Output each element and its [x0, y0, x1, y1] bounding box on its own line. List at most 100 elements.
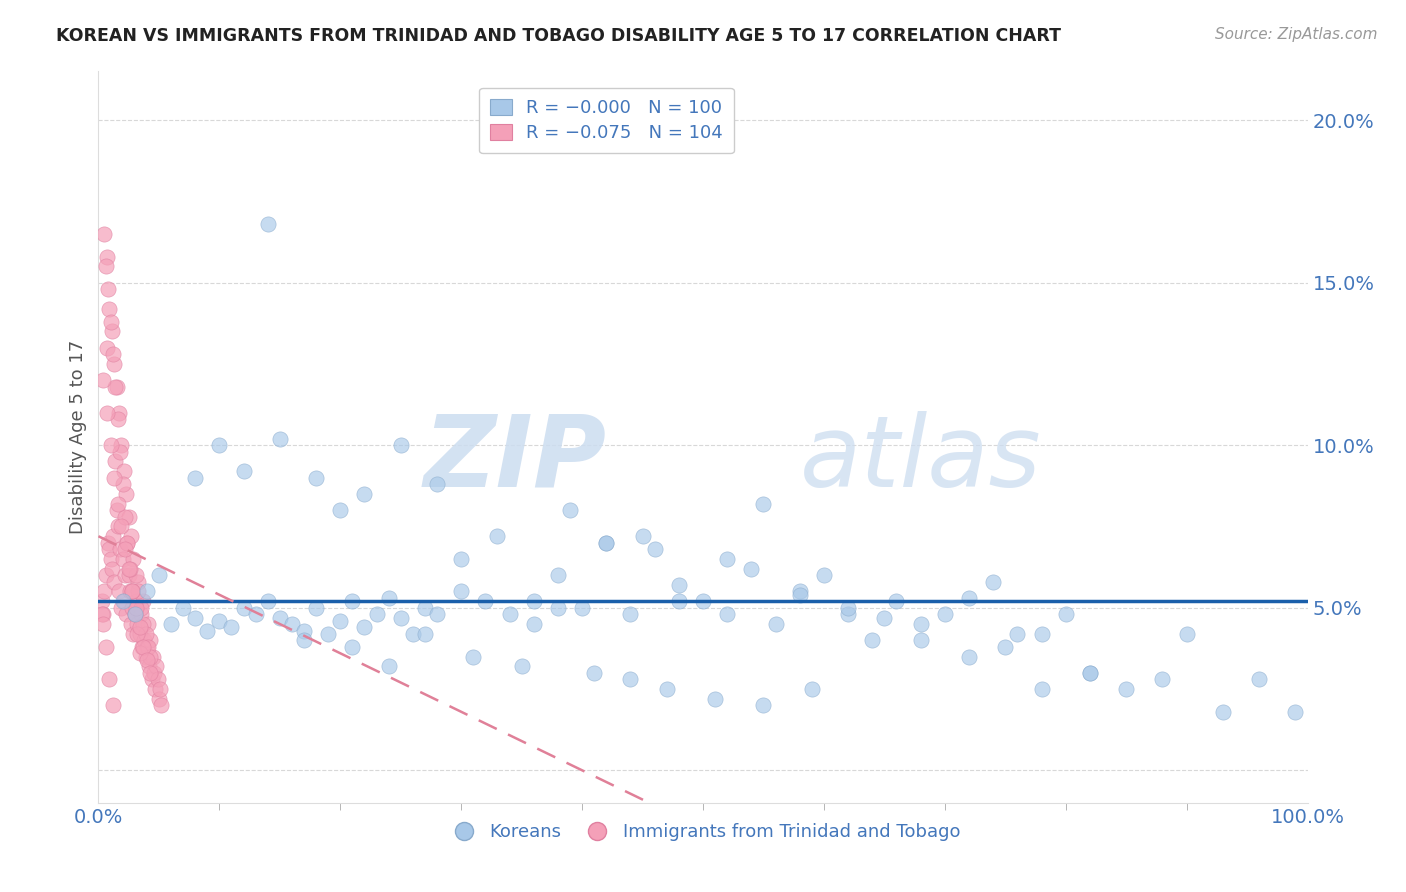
Point [128, 646, 150, 660]
Point [583, 665, 606, 680]
Point [128, 620, 150, 634]
Point [143, 665, 166, 680]
Point [122, 626, 145, 640]
Point [121, 584, 143, 599]
Point [108, 406, 131, 420]
Point [184, 471, 207, 485]
Point [105, 380, 128, 394]
Point [292, 633, 315, 648]
Text: Source: ZipAtlas.com: Source: ZipAtlas.com [1215, 27, 1378, 42]
Point [136, 617, 159, 632]
Point [813, 568, 835, 582]
Point [450, 552, 472, 566]
Point [886, 594, 908, 608]
Point [127, 574, 149, 589]
Point [619, 607, 641, 622]
Point [134, 633, 156, 648]
Point [100, 325, 122, 339]
Point [118, 509, 141, 524]
Point [112, 594, 135, 608]
Point [107, 412, 129, 426]
Point [1175, 626, 1198, 640]
Point [117, 535, 139, 549]
Point [1031, 681, 1053, 696]
Point [104, 380, 127, 394]
Point [100, 552, 122, 566]
Point [547, 568, 569, 582]
Point [125, 594, 148, 608]
Point [800, 681, 823, 696]
Point [1115, 681, 1137, 696]
Point [132, 617, 155, 632]
Point [139, 633, 162, 648]
Point [668, 594, 690, 608]
Point [1212, 705, 1234, 719]
Point [132, 594, 155, 608]
Point [292, 624, 315, 638]
Legend: Koreans, Immigrants from Trinidad and Tobago: Koreans, Immigrants from Trinidad and To… [439, 816, 967, 848]
Point [994, 640, 1017, 654]
Point [910, 617, 932, 632]
Point [1031, 626, 1053, 640]
Point [860, 633, 883, 648]
Point [789, 584, 811, 599]
Point [1007, 626, 1029, 640]
Point [142, 649, 165, 664]
Point [389, 438, 412, 452]
Text: ZIP: ZIP [423, 410, 606, 508]
Point [103, 574, 125, 589]
Point [353, 620, 375, 634]
Point [716, 552, 738, 566]
Point [873, 610, 896, 624]
Point [118, 568, 141, 582]
Point [121, 600, 143, 615]
Point [135, 640, 157, 654]
Point [100, 315, 122, 329]
Point [149, 681, 172, 696]
Point [94, 260, 117, 274]
Point [146, 673, 169, 687]
Point [112, 464, 135, 478]
Point [281, 617, 304, 632]
Point [104, 454, 127, 468]
Point [111, 477, 134, 491]
Point [108, 542, 131, 557]
Point [366, 607, 388, 622]
Point [523, 594, 546, 608]
Point [128, 626, 150, 640]
Point [139, 665, 162, 680]
Point [402, 626, 425, 640]
Point [93, 227, 115, 241]
Point [96, 406, 118, 420]
Point [115, 487, 138, 501]
Point [91, 594, 114, 608]
Point [595, 535, 617, 549]
Point [135, 584, 157, 599]
Point [463, 649, 485, 664]
Point [93, 584, 115, 599]
Point [644, 542, 666, 557]
Point [97, 282, 120, 296]
Point [631, 529, 654, 543]
Point [377, 591, 399, 605]
Point [752, 698, 775, 713]
Point [100, 438, 122, 452]
Point [148, 568, 170, 582]
Point [619, 673, 641, 687]
Point [208, 438, 231, 452]
Point [125, 600, 148, 615]
Point [1078, 665, 1101, 680]
Point [101, 529, 124, 543]
Point [107, 497, 129, 511]
Point [1249, 673, 1271, 687]
Point [981, 574, 1004, 589]
Point [118, 584, 141, 599]
Point [450, 584, 472, 599]
Point [139, 649, 162, 664]
Point [143, 681, 166, 696]
Point [595, 535, 617, 549]
Point [232, 600, 254, 615]
Point [114, 542, 136, 557]
Point [98, 542, 121, 557]
Point [655, 681, 678, 696]
